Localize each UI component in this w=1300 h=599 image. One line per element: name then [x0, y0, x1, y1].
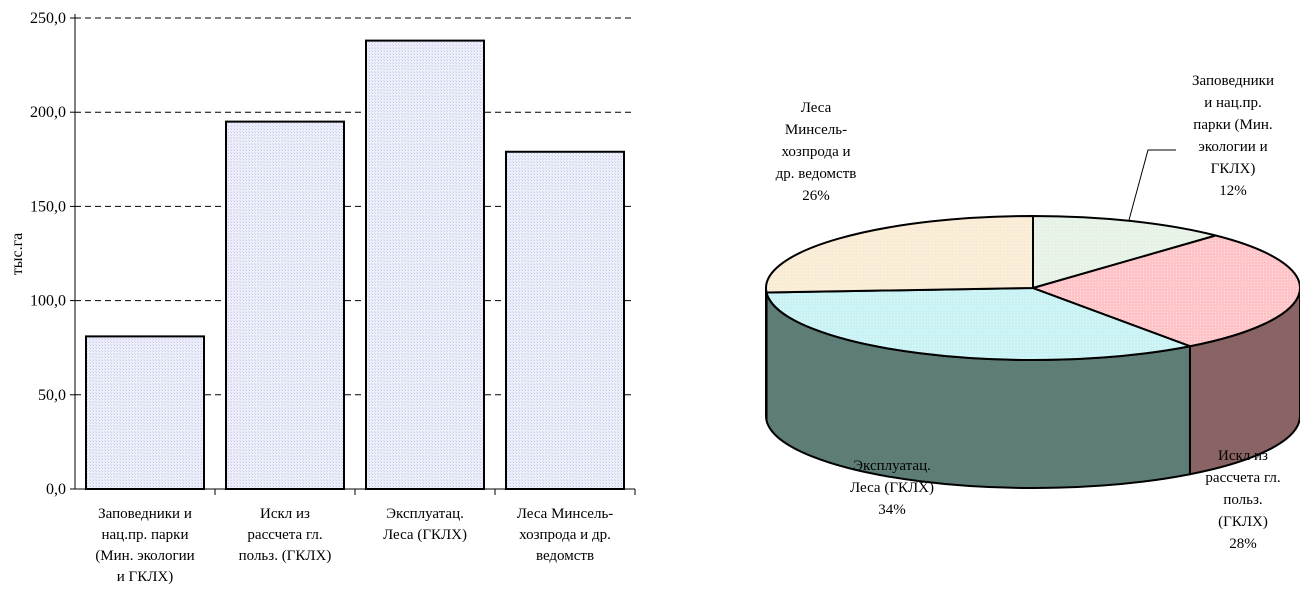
x-category-label-line: хозпрода и др. — [519, 527, 611, 543]
pie-slice — [1032, 234, 1300, 348]
bar — [85, 335, 205, 490]
pie-slice-percent: 26% — [802, 188, 830, 204]
y-tick-label: 100,0 — [30, 293, 66, 310]
x-category-label-line: Эксплуатац. — [386, 506, 464, 522]
pie-slice-label-line: рассчета гл. — [1205, 470, 1280, 486]
x-category-label-line: Заповедники и — [98, 506, 192, 522]
y-tick-label: 150,0 — [30, 198, 66, 215]
pie-slice-side — [765, 287, 768, 422]
x-category-label: Заповедники и нац.пр. парки (Мин. экологии… — [95, 506, 194, 585]
pie-slice-label-line: Заповедники — [1192, 73, 1274, 89]
pie-slice-percent: 34% — [878, 502, 906, 518]
pie-slice-label: Искл из рассчета гл. польз. (ГКЛХ) — [1205, 448, 1280, 530]
x-category-label: Эксплуатац. Леса (ГКЛХ) — [383, 506, 467, 543]
x-category-label-line: Леса Минсель- — [517, 506, 614, 522]
pie-slice-label-line: и нац.пр. — [1204, 95, 1262, 111]
pie-slice-label-line: др. ведомств — [776, 166, 857, 182]
pie-slice-label: Эксплуатац. Леса (ГКЛХ) — [850, 458, 934, 496]
x-category-label: Искл из рассчета гл. польз. (ГКЛХ) — [239, 506, 332, 564]
pie-slice-label-line: Минсель- — [785, 122, 847, 138]
pie-slice — [765, 287, 1191, 361]
pie-slice-label-line: хозпрода и — [781, 144, 850, 160]
leader-line — [1128, 149, 1176, 221]
pie-slice — [765, 215, 1034, 294]
pie-slice-percent: 28% — [1229, 536, 1257, 552]
bar-chart: 0,0 50,0 100,0 150,0 200,0 250,0 тыс.га Заповед… — [9, 10, 636, 585]
pie-slice-label-line: Искл из — [1218, 448, 1268, 464]
x-category-label-line: и ГКЛХ) — [117, 569, 173, 585]
y-tick-label: 250,0 — [30, 10, 66, 27]
bar — [225, 120, 345, 491]
y-tick-label: 0,0 — [46, 481, 66, 498]
pie-slice-percent: 12% — [1219, 183, 1247, 199]
y-tick-label: 200,0 — [30, 104, 66, 121]
pie-chart: Заповедники и нац.пр. парки (Мин. экологии … — [765, 73, 1300, 552]
x-category-label-line: ведомств — [536, 548, 594, 564]
pie-slice-label: Леса Минсель-хозпрода и др. ведомств — [776, 100, 857, 182]
x-category-label-line: рассчета гл. — [247, 527, 322, 543]
pie-slice-label-line: (ГКЛХ) — [1218, 514, 1268, 530]
x-category-label-line: Искл из — [260, 506, 310, 522]
pie-slice-label: Заповедники и нац.пр. парки (Мин. экологии … — [1192, 73, 1274, 177]
y-tick-label: 50,0 — [38, 387, 66, 404]
pie-slice-label-line: Эксплуатац. — [853, 458, 931, 474]
pie-slice-label-line: польз. — [1223, 492, 1262, 508]
pie-slice-label-line: ГКЛХ) — [1211, 161, 1256, 177]
x-category-label-line: нац.пр. парки — [102, 527, 189, 543]
pie-slice — [1032, 215, 1217, 289]
x-category-label-line: (Мин. экологии — [95, 548, 194, 564]
x-category-label-line: Леса (ГКЛХ) — [383, 527, 467, 543]
y-axis-label: тыс.га — [9, 233, 26, 276]
pie-slice-label-line: парки (Мин. — [1193, 117, 1272, 133]
pie-slice-label-line: экологии и — [1198, 139, 1267, 155]
x-category-label: Леса Минсель-хозпрода и др. ведомств — [517, 506, 614, 564]
bar — [365, 39, 485, 490]
pie-slice-label-line: Леса (ГКЛХ) — [850, 480, 934, 496]
pie-slice-label-line: Леса — [801, 100, 832, 116]
x-category-label-line: польз. (ГКЛХ) — [239, 548, 332, 564]
bar — [505, 150, 625, 490]
